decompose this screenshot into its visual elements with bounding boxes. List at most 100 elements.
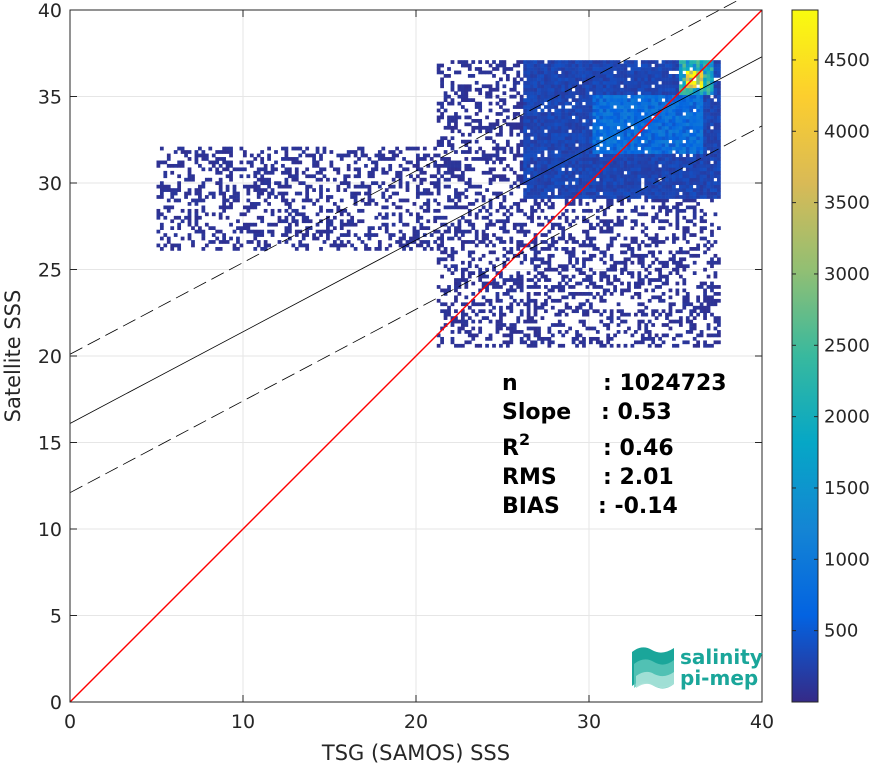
density-cell: [436, 333, 441, 338]
density-cell: [713, 184, 718, 189]
density-cell: [454, 295, 458, 300]
density-cell: [530, 184, 534, 189]
density-cell: [713, 326, 718, 331]
density-cell: [599, 98, 604, 102]
density-cell: [692, 181, 697, 186]
density-cell: [360, 150, 365, 154]
density-cell: [502, 340, 507, 345]
density-cell: [627, 157, 631, 161]
density-cell: [326, 236, 330, 241]
density-cell: [488, 167, 493, 172]
density-cell: [616, 177, 621, 182]
density-cell: [561, 91, 566, 96]
density-cell: [568, 146, 572, 151]
density-cell: [578, 67, 583, 71]
density-cell: [177, 146, 182, 151]
density-cell: [481, 233, 486, 237]
density-cell: [481, 198, 486, 203]
density-cell: [568, 174, 572, 179]
density-cell: [696, 150, 701, 154]
density-cell: [544, 309, 548, 314]
density-cell: [550, 139, 555, 144]
density-cell: [426, 188, 431, 192]
density-cell: [326, 188, 330, 192]
density-cell: [568, 250, 572, 255]
density-cell: [201, 247, 206, 251]
density-cell: [595, 222, 600, 227]
density-cell: [447, 205, 451, 210]
density-cell: [599, 129, 604, 134]
density-cell: [613, 77, 617, 82]
density-cell: [647, 101, 652, 106]
density-cell: [540, 305, 545, 310]
density-cell: [599, 146, 604, 151]
density-cell: [301, 150, 306, 154]
density-cell: [236, 198, 240, 203]
density-cell: [640, 129, 645, 134]
density-cell: [505, 343, 510, 348]
density-cell: [422, 226, 427, 231]
density-cell: [706, 326, 711, 331]
density-cell: [613, 60, 617, 64]
density-cell: [696, 153, 701, 158]
density-cell: [606, 281, 611, 286]
density-cell: [606, 60, 611, 64]
density-cell: [717, 84, 721, 89]
density-cell: [180, 219, 185, 224]
density-cell: [173, 188, 178, 192]
density-cell: [454, 115, 458, 120]
density-cell: [533, 291, 538, 296]
density-cell: [450, 271, 455, 275]
density-cell: [457, 291, 462, 296]
density-cell: [699, 333, 704, 338]
density-cell: [554, 143, 559, 147]
density-cell: [315, 146, 320, 151]
density-cell: [319, 229, 323, 234]
density-cell: [561, 132, 566, 137]
density-cell: [661, 77, 666, 82]
density-cell: [717, 91, 721, 96]
density-cell: [547, 118, 552, 123]
density-cell: [339, 212, 344, 217]
density-cell: [460, 278, 465, 282]
density-cell: [613, 333, 617, 338]
density-cell: [481, 253, 486, 258]
density-cell: [530, 139, 534, 144]
density-cell: [460, 271, 465, 275]
density-cell: [519, 278, 524, 282]
density-cell: [239, 243, 244, 248]
density-cell: [474, 112, 479, 116]
density-cell: [640, 167, 645, 172]
density-cell: [609, 198, 614, 203]
density-cell: [613, 170, 617, 175]
density-cell: [595, 118, 600, 123]
density-cell: [696, 112, 701, 116]
density-cell: [540, 132, 545, 137]
density-cell: [627, 167, 631, 172]
density-cell: [682, 170, 687, 175]
density-cell: [523, 146, 528, 151]
density-cell: [685, 87, 690, 92]
density-cell: [564, 281, 569, 286]
density-cell: [505, 122, 510, 127]
density-cell: [502, 312, 507, 317]
density-cell: [661, 323, 666, 327]
density-cell: [550, 267, 555, 272]
density-cell: [485, 157, 489, 161]
density-cell: [606, 160, 611, 165]
density-cell: [595, 163, 600, 168]
density-cell: [509, 146, 514, 151]
density-cell: [633, 160, 638, 165]
density-cell: [575, 305, 579, 310]
density-cell: [575, 343, 579, 348]
density-cell: [689, 125, 694, 130]
density-cell: [533, 153, 538, 158]
density-cell: [699, 112, 704, 116]
density-cell: [595, 247, 600, 251]
density-cell: [187, 219, 192, 224]
density-cell: [571, 184, 576, 189]
density-cell: [284, 184, 289, 189]
density-cell: [391, 153, 396, 158]
density-cell: [440, 70, 444, 75]
density-cell: [305, 174, 310, 179]
